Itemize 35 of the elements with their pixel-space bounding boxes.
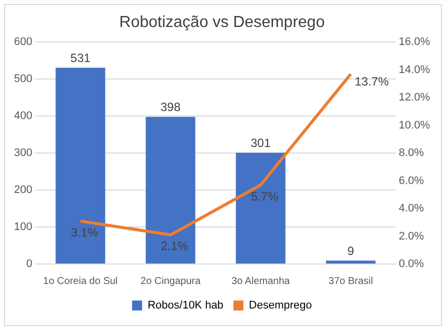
y-tick-label: 100 [14, 221, 32, 234]
y2-tick-label: 10.0% [398, 119, 430, 132]
x-tick-label: 3o Alemanha [231, 276, 290, 287]
data-label: 3.1% [70, 225, 98, 240]
y2-tick-label: 4.0% [398, 202, 424, 215]
y2-tick-label: 8.0% [398, 147, 424, 160]
y2-tick-label: 12.0% [398, 92, 430, 104]
y2-tick-label: 2.0% [398, 230, 424, 242]
data-label: 398 [160, 100, 181, 114]
legend-label: Robos/10K hab [148, 300, 224, 312]
legend-label: Desemprego [248, 300, 312, 312]
y2-tick-label: 16.0% [398, 36, 430, 48]
bar [146, 116, 196, 264]
y-tick-label: 200 [14, 184, 32, 196]
chart-title: Robotização vs Desemprego [119, 14, 325, 32]
y-tick-label: 300 [14, 147, 32, 160]
y2-tick-label: 6.0% [398, 174, 424, 187]
y-tick-label: 400 [14, 110, 32, 122]
y2-tick-label: 0.0% [398, 258, 424, 270]
data-label: 531 [70, 51, 91, 66]
y-tick-label: 500 [14, 73, 32, 86]
y-tick-label: 0 [26, 258, 32, 270]
bar [56, 68, 106, 264]
y-tick-label: 600 [14, 36, 32, 48]
x-tick-label: 1o Coreia do Sul [43, 276, 118, 287]
y2-tick-label: 14.0% [398, 64, 430, 76]
bar [236, 152, 286, 264]
data-label: 5.7% [250, 189, 279, 204]
data-label: 301 [250, 136, 271, 150]
x-tick-label: 37o Brasil [328, 276, 373, 287]
data-label: 2.1% [160, 239, 189, 254]
bar [326, 260, 376, 264]
x-tick-label: 2o Cingapura [140, 276, 201, 287]
data-label: 9 [347, 244, 354, 258]
data-label: 13.7% [354, 74, 390, 88]
